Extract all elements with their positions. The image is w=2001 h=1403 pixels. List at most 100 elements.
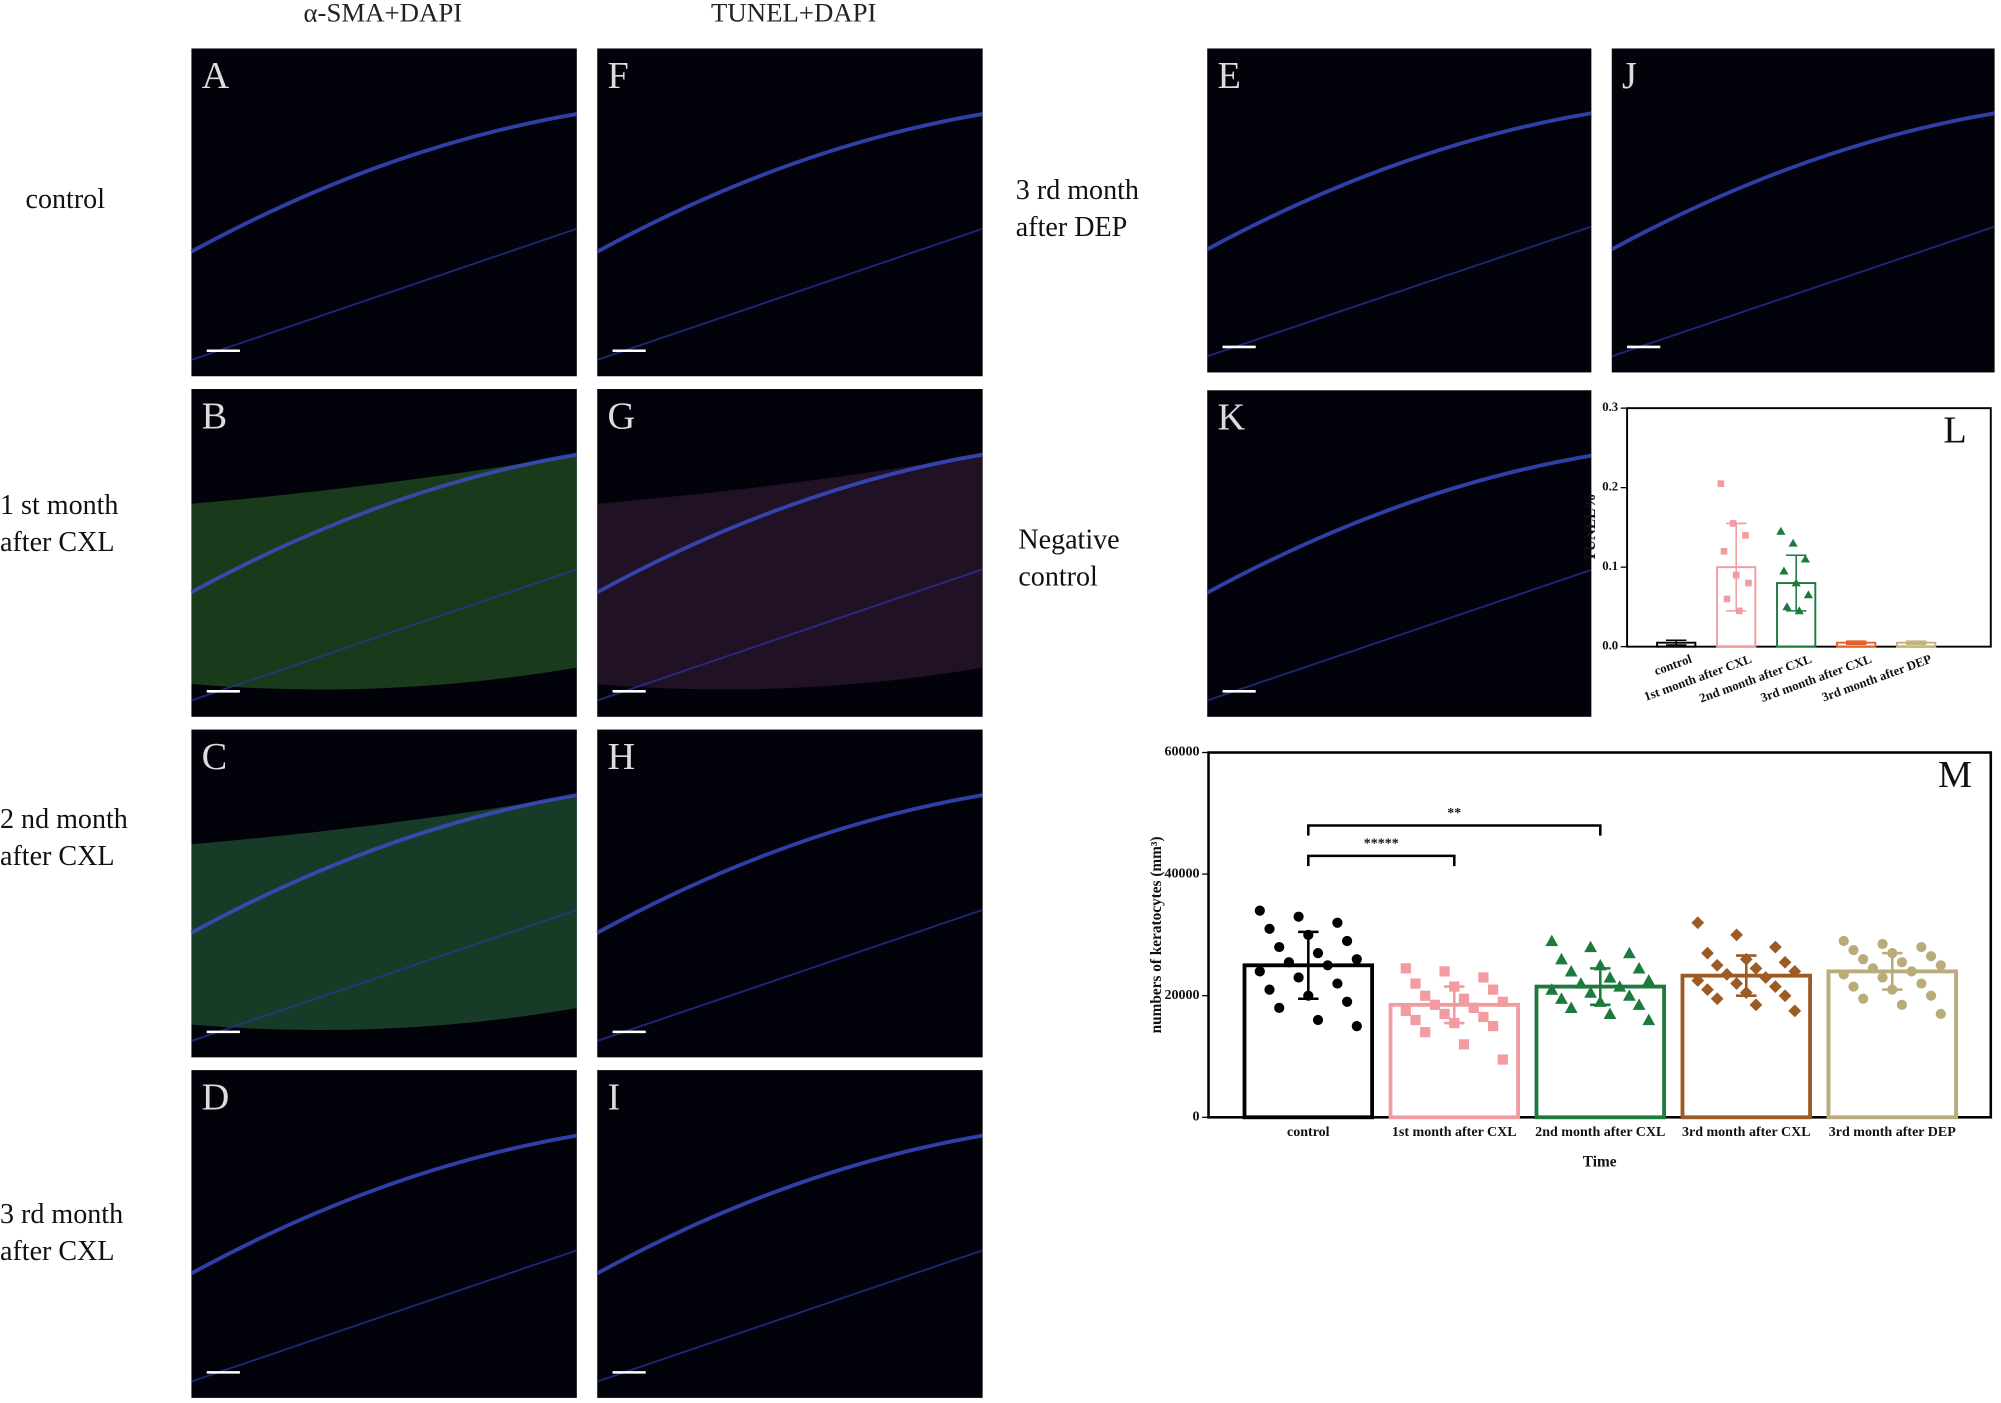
point [1788, 538, 1798, 547]
x-tick-label: 1st month after CXL [1392, 1124, 1517, 1140]
point [1739, 952, 1753, 966]
point [1497, 1054, 1508, 1065]
panel-letter: J [1622, 55, 1637, 97]
point [1439, 966, 1450, 977]
point [1729, 520, 1737, 527]
point [1458, 1039, 1470, 1050]
y-axis-label: TUNEL% [1582, 493, 1599, 561]
tissue-edge [596, 1133, 983, 1276]
point [1341, 996, 1353, 1007]
point [1759, 971, 1773, 984]
point [1867, 963, 1878, 974]
point [1574, 977, 1588, 989]
point [1420, 990, 1431, 1001]
point [1730, 928, 1743, 942]
point [1848, 945, 1859, 956]
y-tick-label: 0 [1193, 1109, 1200, 1125]
tissue-edge [596, 793, 983, 935]
column-header: α-SMA+DAPI [304, 0, 463, 27]
point [1584, 940, 1597, 953]
point [1274, 1002, 1285, 1013]
point [1735, 607, 1743, 615]
micrograph [1611, 48, 1995, 373]
point [1877, 938, 1888, 950]
y-tick-label: 40000 [1165, 865, 1200, 881]
tissue-edge [1611, 225, 1995, 358]
point [1584, 986, 1597, 998]
point [1916, 941, 1927, 953]
x-tick-label: control [1287, 1124, 1330, 1140]
point [1745, 579, 1752, 587]
point [1254, 905, 1265, 916]
error-bar [1666, 639, 1687, 646]
point [1623, 989, 1636, 1001]
point [1410, 1014, 1421, 1026]
micrograph [1207, 390, 1592, 717]
point [1293, 972, 1304, 983]
point [1613, 980, 1627, 992]
point [1896, 999, 1908, 1010]
point [1341, 935, 1353, 947]
point [1768, 940, 1782, 954]
point [1410, 978, 1421, 989]
tissue-edge [1206, 453, 1592, 595]
point [1858, 993, 1869, 1004]
error-bar [1845, 640, 1867, 646]
panel-letter: D [202, 1077, 230, 1119]
y-tick-label: 0.1 [1602, 559, 1618, 573]
point [1642, 974, 1656, 986]
panel-letter: A [202, 55, 230, 97]
tissue-edge [190, 793, 578, 935]
point [1776, 526, 1786, 535]
point [1803, 590, 1814, 599]
point [1896, 957, 1908, 968]
point [1632, 961, 1646, 974]
tissue-edge [596, 908, 983, 1042]
tissue [191, 454, 577, 690]
significance-label: ** [1447, 805, 1461, 821]
point [1420, 1027, 1431, 1038]
row-label: after DEP [1016, 212, 1127, 243]
point [1283, 957, 1295, 968]
point [1545, 983, 1559, 995]
tissue-edge [1206, 111, 1592, 252]
point [1794, 606, 1804, 615]
point [1710, 992, 1724, 1006]
row-label: Negative [1018, 525, 1119, 556]
panel-letter: F [607, 55, 628, 97]
point [1555, 992, 1568, 1004]
tissue-edge [190, 452, 578, 594]
point [1593, 958, 1607, 971]
point [1916, 978, 1927, 989]
row-label: after CXL [0, 1236, 115, 1267]
plot-frame [1626, 407, 1992, 648]
point [1497, 996, 1508, 1007]
row-label: 1 st month [0, 490, 118, 521]
panel-letter: G [607, 395, 635, 437]
point [1732, 571, 1740, 579]
point [1701, 946, 1714, 960]
point [1478, 972, 1489, 983]
tissue-edge [596, 112, 983, 254]
point [1322, 960, 1333, 971]
point [1312, 1014, 1324, 1026]
point [1742, 532, 1749, 539]
point [1791, 578, 1801, 587]
point [1906, 966, 1917, 977]
point [1925, 951, 1937, 962]
point [1400, 963, 1411, 974]
row-label: control [26, 184, 106, 215]
point [1351, 954, 1362, 965]
tissue-edge [191, 568, 578, 702]
point [1351, 1021, 1362, 1032]
point [1458, 993, 1470, 1004]
micrograph [597, 729, 983, 1058]
point [1487, 984, 1499, 995]
plot-frame [1207, 751, 1993, 1119]
point [1935, 1008, 1946, 1020]
point [1778, 955, 1792, 969]
point [1749, 998, 1763, 1012]
row-label: control [1018, 561, 1098, 592]
point [1935, 960, 1946, 971]
